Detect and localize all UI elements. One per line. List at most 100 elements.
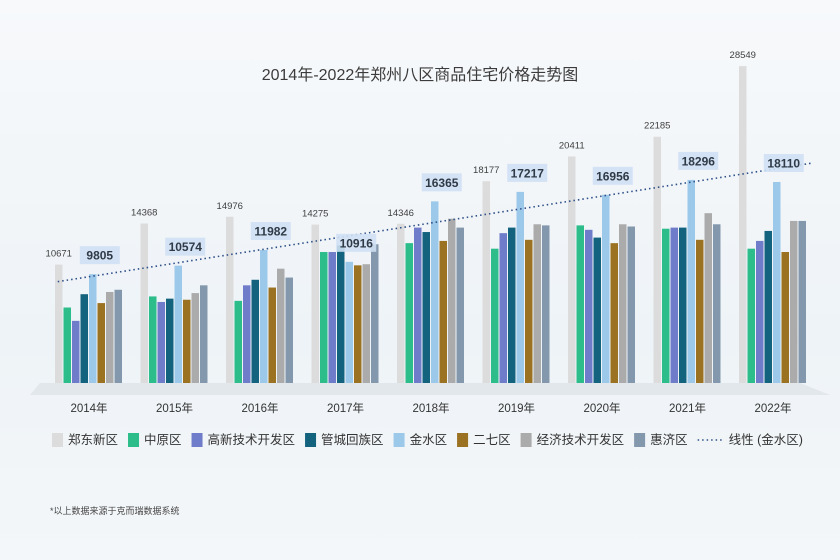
bar xyxy=(679,227,687,383)
bar xyxy=(627,226,635,383)
legend: 郑东新区 中原区 高新技术开发区 管城回族区 金水区 二七区 经济技术开发区 惠济区 线性 (金… xyxy=(52,432,803,447)
data-label: 16365 xyxy=(425,176,459,190)
bar xyxy=(773,181,781,383)
data-label: 9805 xyxy=(86,249,113,263)
bar xyxy=(174,265,182,383)
bar xyxy=(568,156,576,383)
data-label: 11982 xyxy=(254,224,287,238)
bar xyxy=(602,194,610,383)
data-label-box xyxy=(336,233,377,252)
x-tick-label: 2020年 xyxy=(583,401,620,415)
bar xyxy=(320,252,328,383)
data-label-box xyxy=(678,151,719,170)
bar xyxy=(422,232,430,383)
bar xyxy=(798,220,806,383)
legend-label: 惠济区 xyxy=(650,432,688,447)
bar xyxy=(508,227,516,383)
legend-label: 郑东新区 xyxy=(68,432,118,447)
data-label: 10574 xyxy=(169,240,203,254)
bar xyxy=(593,237,601,383)
bar xyxy=(696,239,704,383)
bar xyxy=(362,264,370,383)
bar xyxy=(80,294,88,383)
data-label: 18296 xyxy=(682,154,716,168)
legend-swatch xyxy=(520,433,532,447)
bar xyxy=(114,289,122,383)
legend-label: 二七区 xyxy=(473,433,511,447)
bar xyxy=(243,285,251,383)
bar xyxy=(183,299,191,383)
bar xyxy=(200,285,208,383)
legend-label: 线性 (金水区) xyxy=(729,432,803,447)
data-label: 28549 xyxy=(730,50,756,61)
bar xyxy=(268,287,276,383)
bar xyxy=(619,224,627,383)
data-label-box xyxy=(592,166,633,185)
bar xyxy=(285,277,293,383)
bar xyxy=(585,229,593,383)
data-label-box xyxy=(165,237,206,256)
bar xyxy=(525,239,533,383)
bar xyxy=(55,264,63,383)
chart-title: 2014年-2022年郑州八区商品住宅价格走势图 xyxy=(262,66,579,84)
bar xyxy=(516,191,524,383)
bar xyxy=(371,244,379,383)
data-label: 14368 xyxy=(131,208,157,219)
bar xyxy=(739,66,747,383)
bar xyxy=(414,227,422,383)
data-label: 20411 xyxy=(559,140,585,151)
floor-shadow-band xyxy=(30,383,830,395)
legend-swatch xyxy=(634,433,646,447)
bar xyxy=(337,245,345,383)
data-label: 17217 xyxy=(511,166,545,180)
bar xyxy=(63,307,71,383)
legend-swatch xyxy=(128,433,140,447)
bar xyxy=(191,293,199,383)
floor-shadow xyxy=(30,383,830,395)
bar xyxy=(431,201,439,383)
bar xyxy=(533,224,541,383)
data-label: 14275 xyxy=(302,209,328,220)
bar xyxy=(311,224,319,383)
bar xyxy=(234,300,242,383)
data-label-box xyxy=(421,173,462,192)
data-label: 10671 xyxy=(46,249,72,260)
bar xyxy=(277,268,285,383)
bar xyxy=(397,223,405,383)
bars-group xyxy=(55,66,806,383)
bar xyxy=(149,296,157,383)
bar xyxy=(260,249,268,383)
bar xyxy=(670,227,678,383)
legend-swatch xyxy=(305,433,317,447)
data-label-box xyxy=(507,163,548,182)
x-tick-label: 2017年 xyxy=(327,401,364,415)
bar xyxy=(610,243,618,383)
bar xyxy=(448,218,456,383)
legend-swatch xyxy=(393,433,405,447)
bar xyxy=(491,248,499,383)
bar xyxy=(713,224,721,383)
bar xyxy=(499,233,507,383)
data-label: 14346 xyxy=(388,208,414,219)
labels-group: 10671 9805 14368 10574 14976 11982 14275 10916 1… xyxy=(46,50,804,265)
bar xyxy=(439,240,447,383)
x-axis-ticks: 2014年 2015年 2016年 2017年 2018年 2019年 2020年 2021年… xyxy=(70,401,791,415)
bar xyxy=(328,252,336,383)
data-label: 22185 xyxy=(644,121,670,132)
bar xyxy=(157,301,165,383)
bar xyxy=(687,179,695,383)
bar xyxy=(106,291,114,383)
trendline xyxy=(57,162,812,283)
bar xyxy=(756,240,764,383)
bar xyxy=(226,216,234,383)
bar xyxy=(653,136,661,383)
legend-label: 金水区 xyxy=(410,432,448,447)
data-label-box xyxy=(79,246,120,265)
legend-swatch xyxy=(52,433,63,447)
data-label-box xyxy=(763,153,804,172)
x-tick-label: 2022年 xyxy=(754,401,791,415)
legend-label: 中原区 xyxy=(144,432,182,447)
bar xyxy=(97,303,105,383)
